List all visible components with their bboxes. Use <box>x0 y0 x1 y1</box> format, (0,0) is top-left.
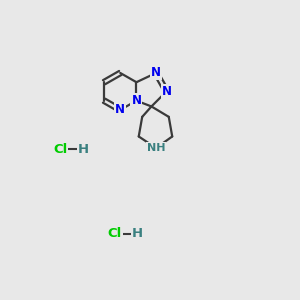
Text: H: H <box>132 227 143 240</box>
Text: N: N <box>115 103 125 116</box>
Text: N: N <box>161 85 172 98</box>
Text: N: N <box>151 67 161 80</box>
Text: NH: NH <box>147 143 165 153</box>
Text: Cl: Cl <box>107 227 122 240</box>
Text: N: N <box>131 94 141 107</box>
Text: H: H <box>78 143 89 156</box>
Text: Cl: Cl <box>53 143 67 156</box>
